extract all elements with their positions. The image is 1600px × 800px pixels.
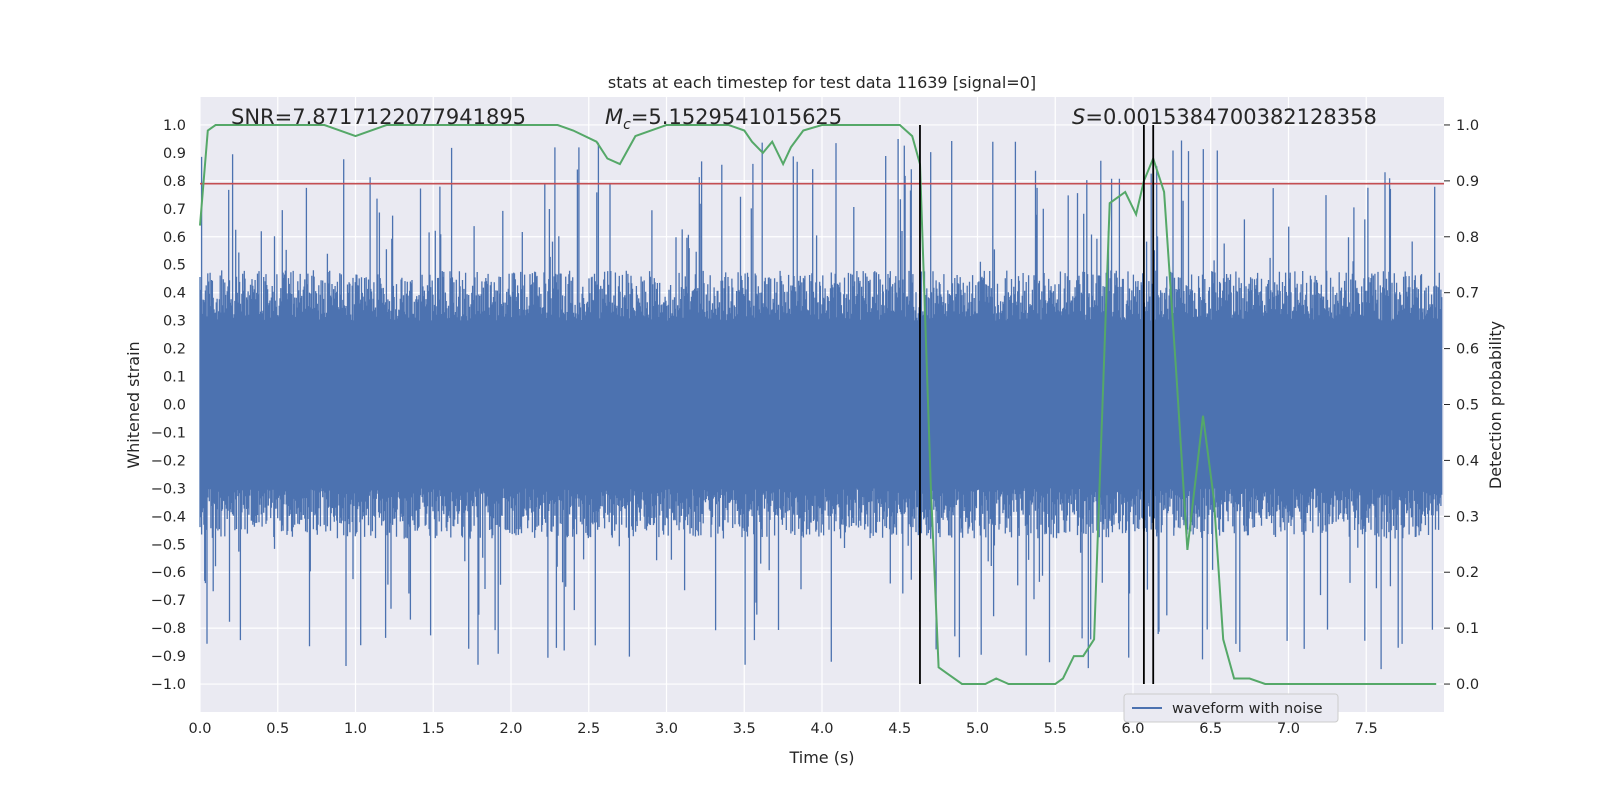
y-axis-label: Whitened strain	[124, 341, 143, 468]
y2-tick-label: 0.1	[1456, 621, 1479, 637]
y2-tick-label: 0.2	[1456, 565, 1479, 581]
y-tick-label: 0.1	[163, 370, 186, 386]
x-tick-label: 5.0	[966, 721, 989, 737]
legend: waveform with noise	[1123, 693, 1339, 723]
snr-annotation: SNR=7.8717122077941895	[231, 105, 526, 129]
x-tick-label: 6.0	[1121, 721, 1144, 737]
y-tick-label: 0.6	[163, 230, 186, 246]
s-annotation: S=0.0015384700382128358	[1072, 105, 1377, 129]
y-tick-label: −0.5	[151, 537, 186, 553]
y-tick-label: −0.8	[151, 621, 186, 637]
y-tick-label: 0.4	[163, 286, 186, 302]
y-tick-label: −0.9	[151, 649, 186, 665]
x-tick-label: 5.5	[1044, 721, 1067, 737]
waveform-series	[199, 139, 1443, 670]
chart-title: stats at each timestep for test data 116…	[608, 73, 1036, 92]
y-tick-label: 0.7	[163, 202, 186, 218]
y-tick-label: −0.2	[151, 453, 186, 469]
x-tick-label: 2.5	[577, 721, 600, 737]
chirp-mass-symbol: M	[605, 105, 623, 129]
x-tick-label: 0.5	[266, 721, 289, 737]
x-tick-label: 3.0	[655, 721, 678, 737]
vertical-markers	[919, 124, 1155, 685]
y2-tick-label: 0.4	[1456, 453, 1479, 469]
y2-axis-label: Detection probability	[1486, 321, 1505, 489]
y-tick-label: 0.2	[163, 342, 186, 358]
y2-tick-label: 0.3	[1456, 509, 1479, 525]
chirp-mass-value: =5.1529541015625	[631, 105, 842, 129]
y2-tick-label: 0.0	[1456, 677, 1479, 693]
y-tick-label: −0.4	[151, 509, 186, 525]
x-tick-label: 3.5	[733, 721, 756, 737]
x-tick-label: 0.0	[188, 721, 211, 737]
s-value: =0.0015384700382128358	[1085, 105, 1377, 129]
y-tick-label: −1.0	[151, 677, 186, 693]
x-tick-label: 2.0	[499, 721, 522, 737]
y2-tick-label: 0.9	[1456, 174, 1479, 190]
y2-tick-label: 0.5	[1456, 398, 1479, 414]
x-tick-label: 1.5	[422, 721, 445, 737]
y-tick-label: −0.7	[151, 593, 186, 609]
x-tick-label: 4.5	[888, 721, 911, 737]
x-tick-label: 7.0	[1277, 721, 1300, 737]
y2-tick-label: 0.6	[1456, 342, 1479, 358]
x-tick-label: 6.5	[1199, 721, 1222, 737]
x-tick-label: 1.0	[344, 721, 367, 737]
y-tick-label: 1.0	[163, 118, 186, 134]
chirp-mass-subscript: c	[623, 117, 631, 133]
y2-tick-label: 0.8	[1456, 230, 1479, 246]
y-axis-ticks: 1.0 0.9 0.8 0.7 0.6 0.5 0.4 0.3 0.2 0.1 0.0 −0.1 −0.…	[151, 118, 186, 693]
y-tick-label: 0.3	[163, 314, 186, 330]
x-tick-label: 4.0	[810, 721, 833, 737]
y2-tick-label: 1.0	[1456, 118, 1479, 134]
y-tick-label: −0.3	[151, 481, 186, 497]
legend-label: waveform with noise	[1172, 701, 1323, 717]
detection-probability-series	[199, 124, 1437, 685]
y-tick-label: −0.6	[151, 565, 186, 581]
y-tick-label: 0.9	[163, 146, 186, 162]
chirp-mass-annotation: Mc=5.1529541015625	[605, 105, 842, 133]
y-tick-label: 0.5	[163, 258, 186, 274]
legend-box	[1123, 693, 1339, 723]
x-axis-label: Time (s)	[788, 748, 854, 767]
y-tick-label: 0.0	[163, 398, 186, 414]
x-axis-ticks: 0.0 0.5 1.0 1.5 2.0 2.5 3.0 3.5 4.0 4.5 5.0 5.5 6.0 6…	[188, 721, 1377, 737]
y2-axis-ticks: 1.0 0.9 0.8 0.7 0.6 0.5 0.4 0.3 0.2 0.1 0.0	[1444, 118, 1479, 693]
s-symbol: S	[1072, 105, 1085, 129]
y-tick-label: 0.8	[163, 174, 186, 190]
x-tick-label: 7.5	[1355, 721, 1378, 737]
y-tick-label: −0.1	[151, 425, 186, 441]
waveform-trace	[199, 139, 1443, 670]
y2-tick-label: 0.7	[1456, 286, 1479, 302]
